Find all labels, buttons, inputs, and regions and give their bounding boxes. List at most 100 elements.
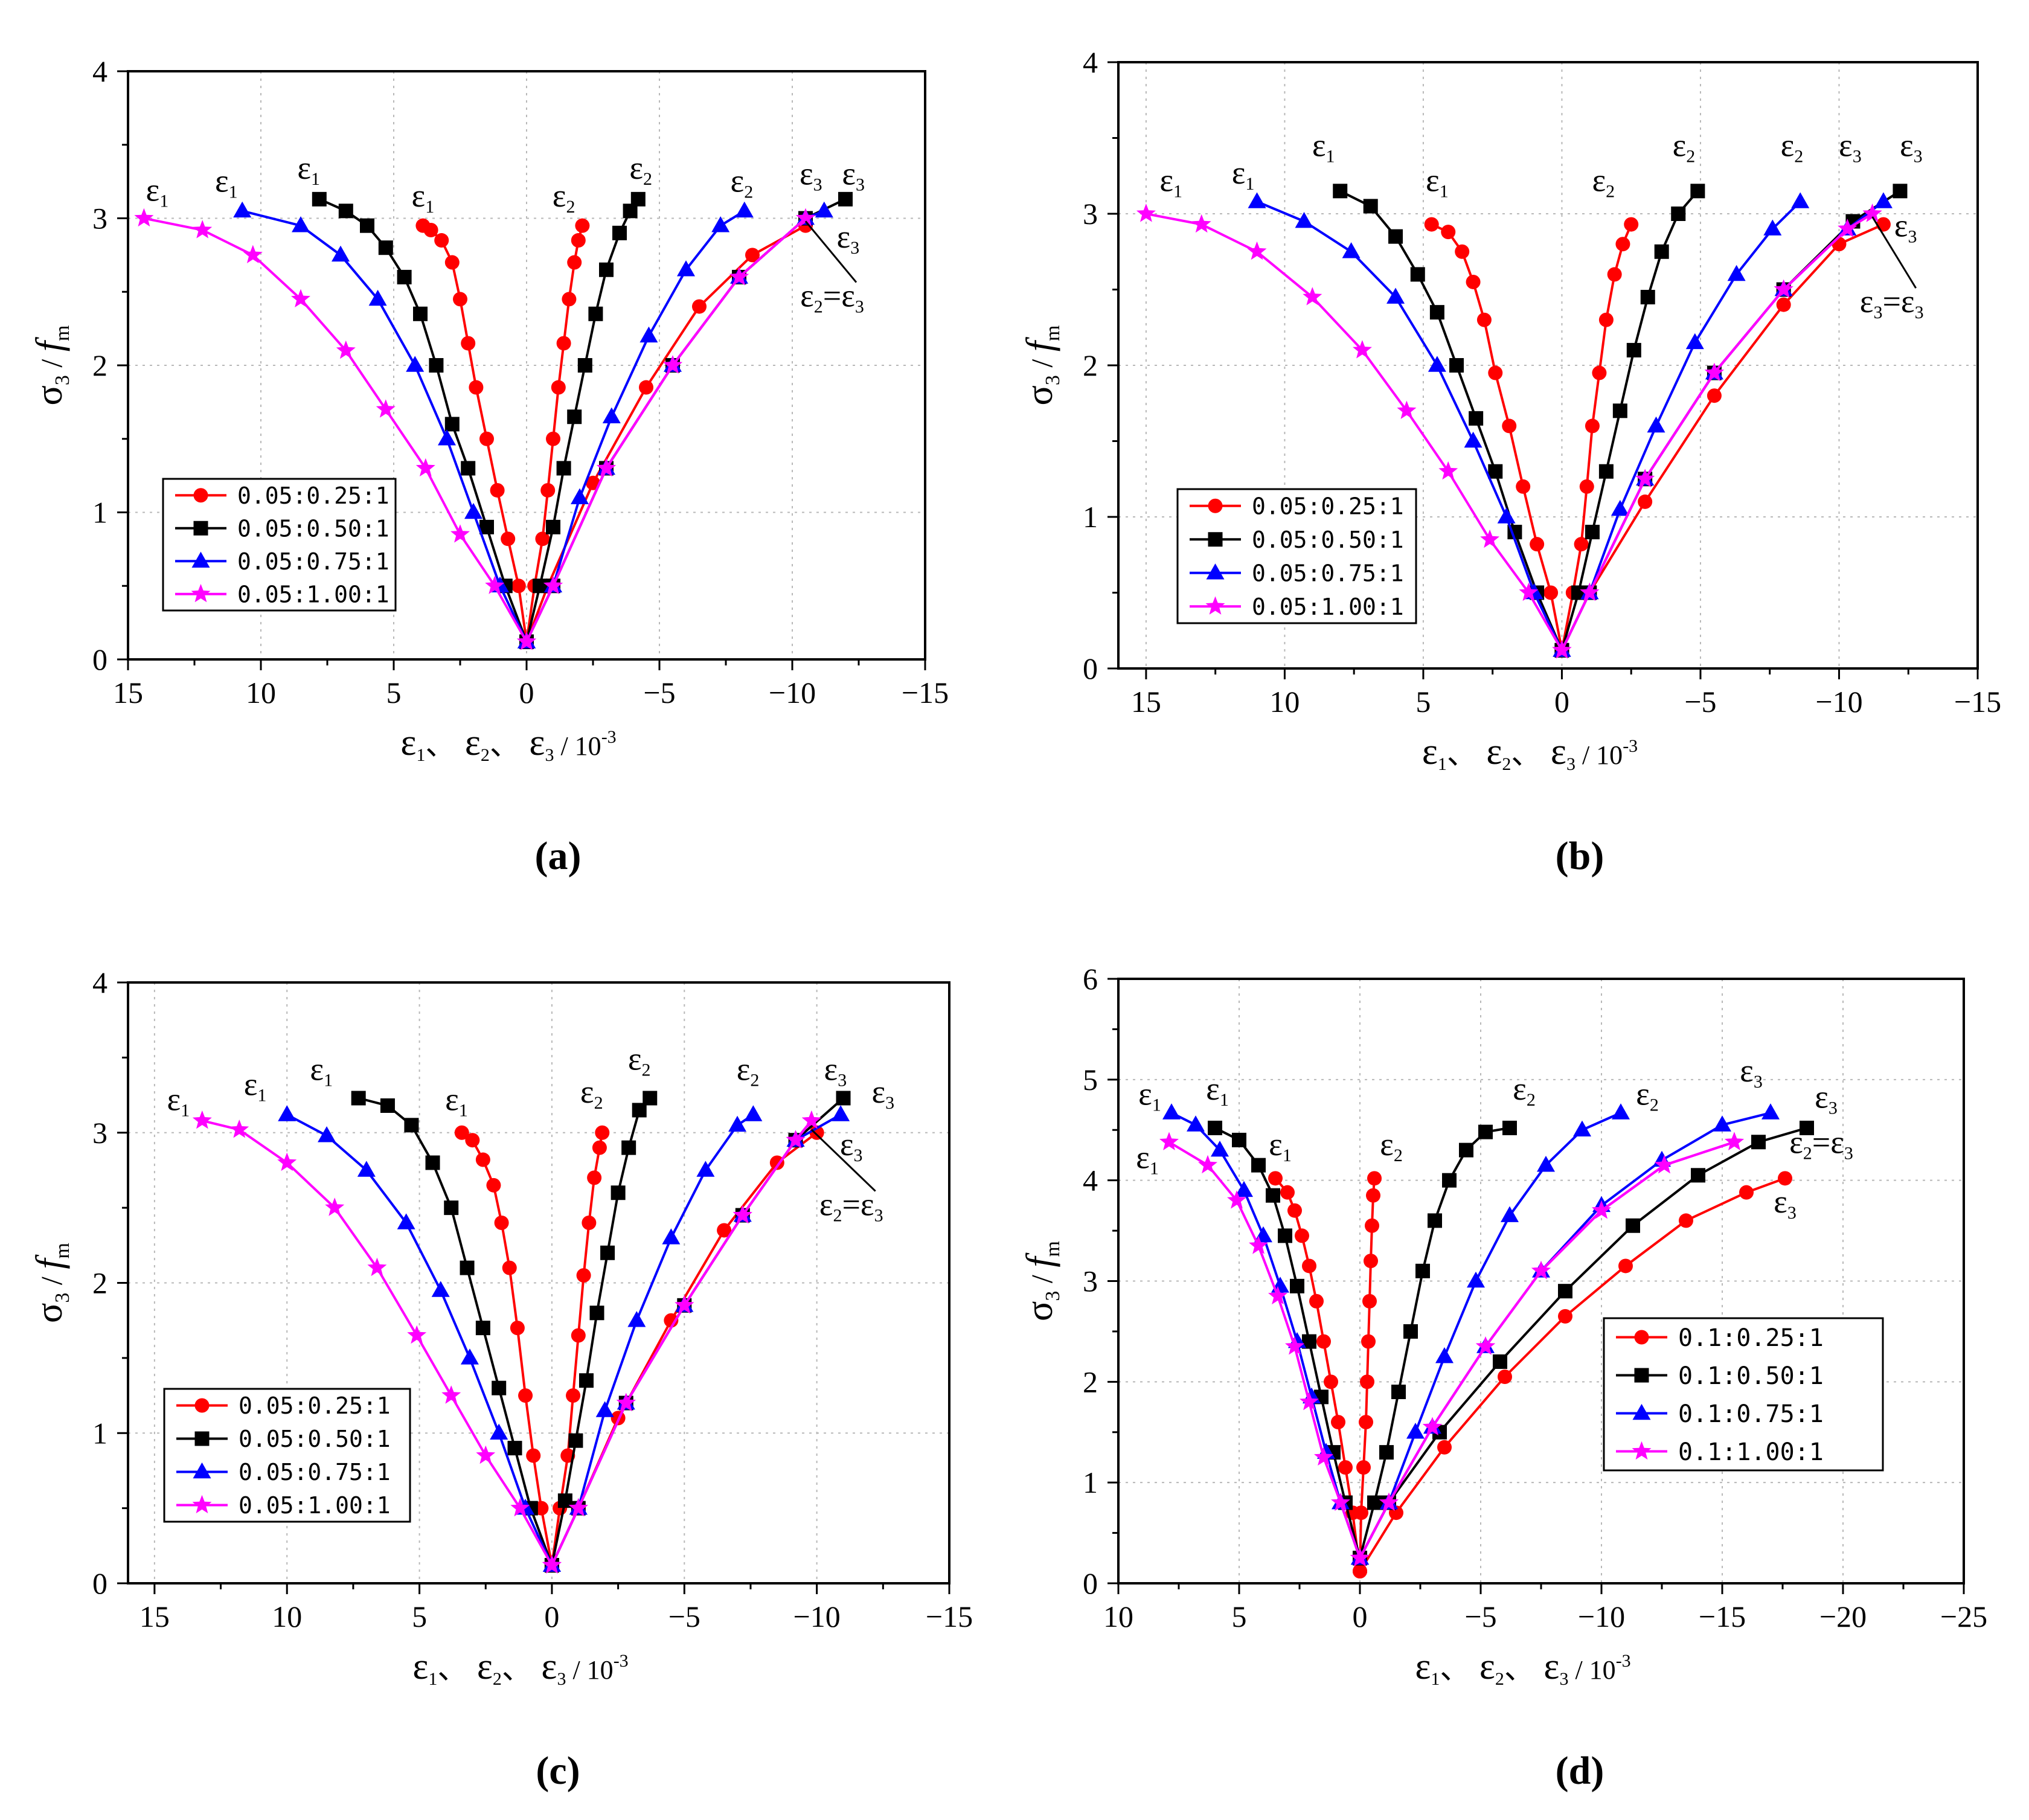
data-point-eps1 (360, 218, 374, 233)
x-label-eps2: ε (1470, 1646, 1495, 1687)
series-0.05:0.25:1 (415, 218, 813, 649)
data-point-eps3 (836, 1091, 851, 1106)
y-axis-label: σ3 / fm (1019, 325, 1064, 405)
series-line-eps3 (551, 1120, 813, 1566)
data-point-eps2 (1580, 582, 1600, 601)
data-point-eps1 (1278, 1228, 1292, 1243)
data-point-eps2 (1403, 1324, 1418, 1339)
x-tick-label: −5 (668, 1600, 700, 1633)
data-point-eps2 (627, 1311, 646, 1327)
data-point-eps2 (556, 461, 571, 476)
data-point-eps1 (1530, 537, 1545, 552)
x-label-unit: / 10 (1575, 740, 1623, 770)
x-label-sub1: 1 (1431, 1669, 1440, 1689)
annotation-sub2: 3 (874, 1206, 883, 1226)
y-tick-label: 0 (92, 642, 107, 676)
series-line-eps1 (144, 217, 528, 642)
legend-label: 0.05:0.50:1 (239, 1426, 391, 1452)
y-tick-label: 2 (1083, 348, 1098, 382)
series-0.1:0.25:1 (1268, 1171, 1792, 1578)
data-point-eps2 (1435, 1347, 1454, 1363)
x-tick-label: −10 (793, 1600, 841, 1633)
strain-annotation: ε1 (146, 171, 169, 211)
y-label-sigma: σ (29, 385, 70, 405)
y-tick-label: 4 (1083, 45, 1098, 79)
data-point-eps2 (577, 358, 592, 373)
annotation-sub: 2 (566, 197, 575, 217)
data-point-eps1 (1388, 229, 1403, 244)
legend-label: 0.05:0.75:1 (237, 548, 389, 575)
strain-annotation: ε3 (824, 1051, 847, 1091)
annotation-eps: ε (1860, 283, 1874, 319)
annotation-eq: =ε (1882, 283, 1914, 319)
data-point-eps3 (1761, 1103, 1780, 1120)
y-tick-label: 2 (1083, 1365, 1098, 1399)
annotation-sub: 3 (1853, 147, 1862, 167)
data-point-eps1 (1280, 1185, 1295, 1200)
data-point-eps3 (1707, 388, 1722, 403)
series-line-eps1 (1146, 213, 1563, 651)
y-tick-label: 4 (92, 54, 107, 88)
data-point-eps2 (1671, 207, 1686, 221)
data-point-eps2 (1615, 237, 1630, 252)
y-label-sep: / (1025, 1267, 1059, 1291)
data-point-eps1 (502, 1260, 517, 1275)
data-point-eps1 (278, 1105, 296, 1121)
data-point-eps1 (1424, 217, 1439, 232)
x-tick-label: −15 (902, 676, 949, 710)
data-point-eps3 (664, 1313, 679, 1328)
data-point-eps1 (1466, 274, 1481, 289)
data-point-eps1 (378, 240, 393, 255)
y-axis-label: σ3 / fm (1019, 1241, 1064, 1321)
data-point-eps1 (1300, 1391, 1319, 1411)
x-label-sep: 、 (490, 728, 520, 761)
data-point-eps1 (1519, 582, 1539, 601)
data-point-eps1 (406, 356, 425, 372)
y-label-sep: / (34, 1269, 68, 1293)
legend-label: 0.1:0.50:1 (1678, 1362, 1824, 1390)
legend-label: 0.05:0.25:1 (1252, 493, 1404, 519)
x-label-sep: 、 (425, 728, 455, 761)
x-label-exponent: -3 (601, 727, 617, 747)
strain-annotation: ε3 (1900, 127, 1923, 167)
legend-marker (192, 1495, 212, 1514)
data-point-eps1 (1235, 1181, 1253, 1197)
legend-marker (194, 1431, 210, 1446)
legend-marker (1208, 498, 1223, 513)
data-point-eps2 (1423, 1417, 1442, 1435)
data-point-eps1 (469, 380, 484, 395)
data-point-eps1 (1290, 1278, 1304, 1293)
data-point-eps3 (717, 1223, 732, 1238)
y-label-sigma: σ (1019, 385, 1060, 405)
data-point-eps2 (1704, 362, 1724, 382)
annotation-arrow (804, 220, 857, 283)
annotation-sub: 2 (750, 1071, 759, 1091)
annotation-eps: ε (580, 1074, 594, 1110)
data-point-eps2 (1502, 1120, 1517, 1135)
series-0.1:1.00:1 (1159, 1132, 1744, 1566)
data-point-eps2 (1467, 1271, 1485, 1288)
data-point-eps1 (1552, 640, 1572, 659)
x-tick-label: −25 (1940, 1600, 1987, 1633)
x-tick-label: −5 (1464, 1600, 1496, 1633)
annotation-sub: 1 (181, 1100, 190, 1120)
data-point-eps3 (1691, 1168, 1705, 1183)
y-tick-label: 5 (1083, 1063, 1098, 1097)
data-point-eps1 (1342, 242, 1361, 258)
data-point-eps1 (460, 1348, 479, 1365)
y-label-sub: 3 (51, 375, 74, 385)
annotation-eps: ε (737, 1051, 751, 1088)
data-point-eps1 (507, 1441, 522, 1456)
data-point-eps1 (1162, 1103, 1181, 1120)
x-tick-label: 10 (1103, 1600, 1133, 1633)
data-point-eps2 (1725, 1132, 1744, 1150)
y-tick-label: 3 (1083, 1264, 1098, 1298)
x-label-eps1: ε (1422, 731, 1438, 772)
data-point-eps2 (1611, 499, 1629, 516)
data-point-eps2 (1585, 418, 1600, 434)
x-label-sub1: 1 (428, 1669, 437, 1689)
x-label-eps3: ε (1534, 1646, 1560, 1687)
x-tick-label: −15 (926, 1600, 973, 1633)
data-point-eps2 (595, 1125, 610, 1140)
data-point-eps1 (1303, 287, 1322, 306)
